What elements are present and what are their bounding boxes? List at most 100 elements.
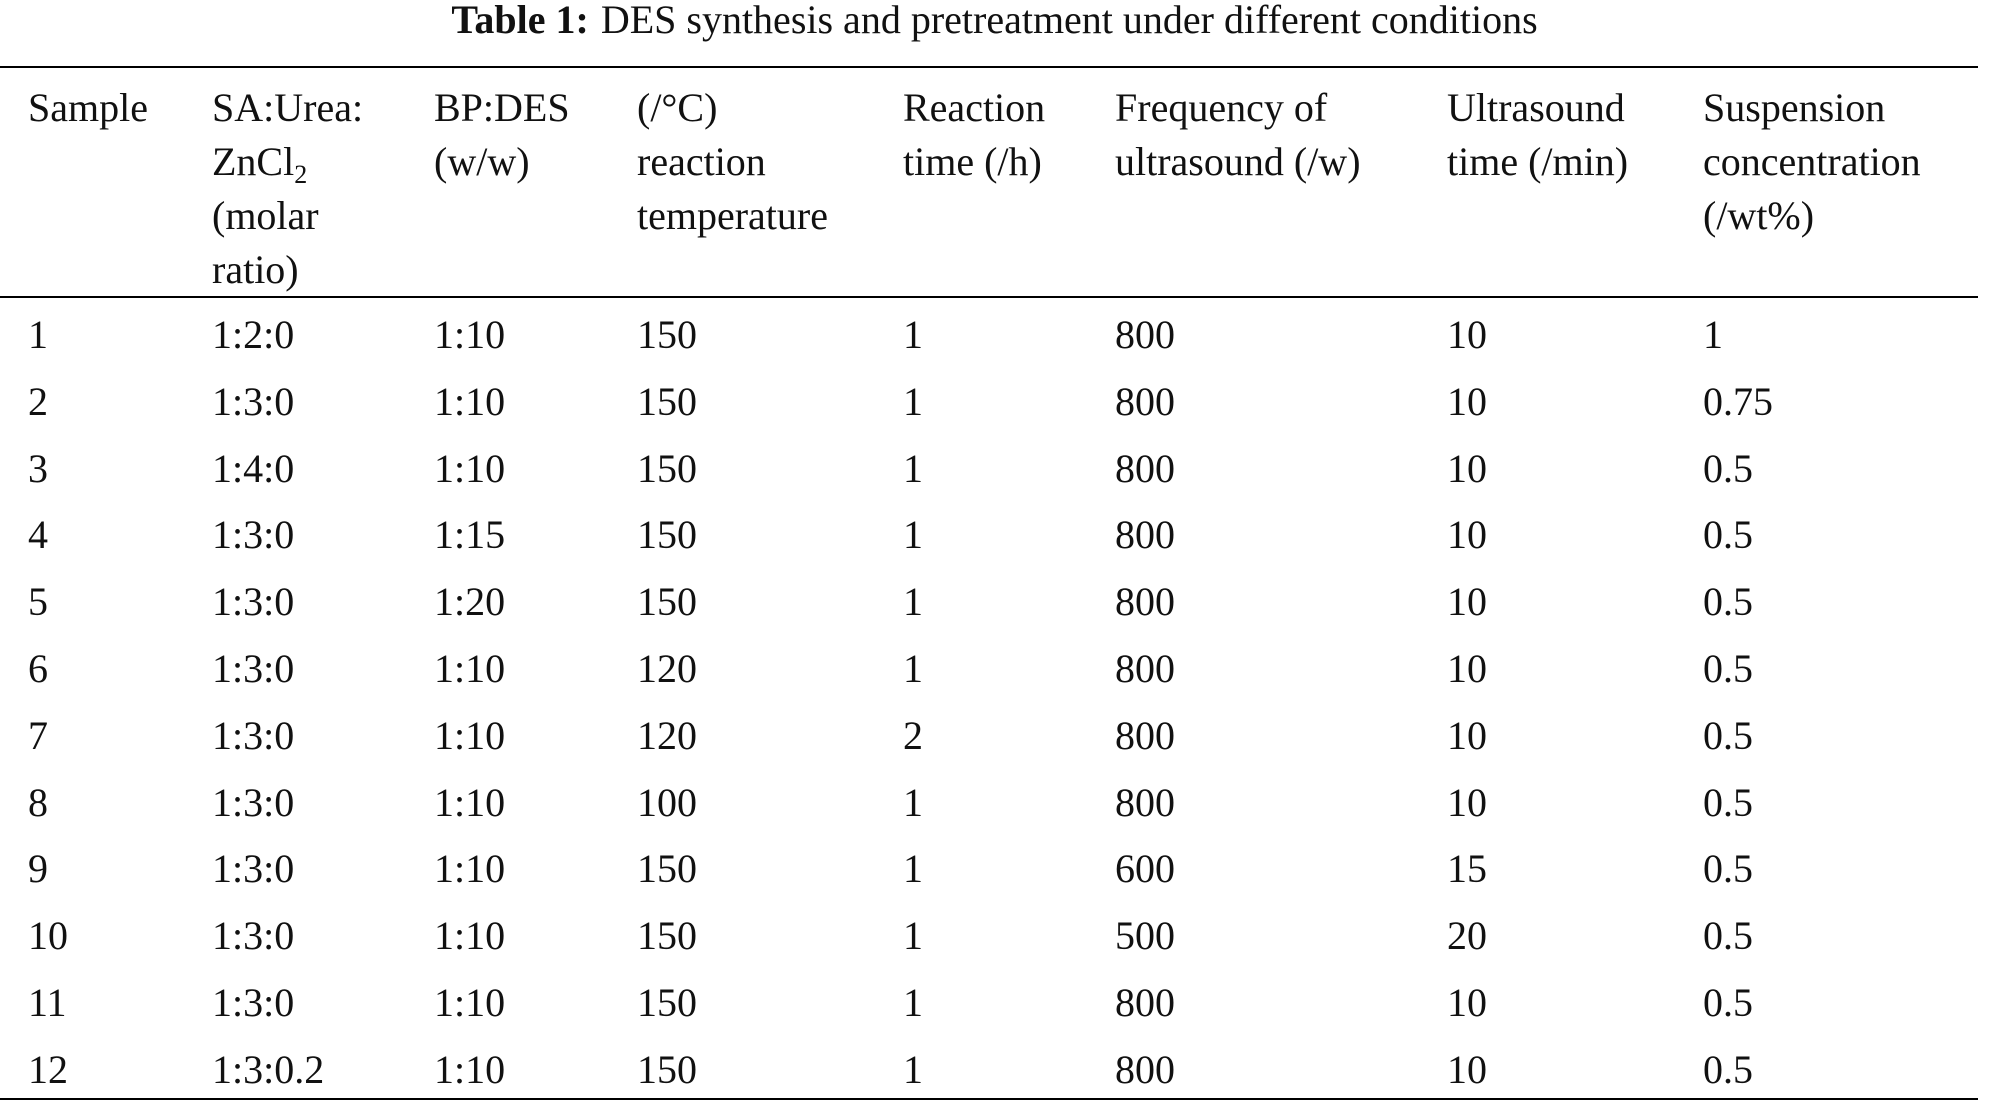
table-cell: 1 — [903, 779, 923, 825]
header-cell: (w/w) — [434, 139, 530, 184]
table-cell: 10 — [1447, 712, 1487, 758]
table-cell: 1 — [903, 980, 923, 1025]
table-cell: 8 — [28, 779, 48, 825]
bottom-rule — [0, 1098, 1978, 1100]
header-cell: Ultrasound — [1447, 85, 1625, 130]
table-cell: 1:10 — [434, 779, 506, 825]
table-cell: 1:10 — [434, 980, 506, 1025]
table-caption: Table 1: DES synthesis and pretreatment u… — [0, 0, 1989, 40]
table-cell: 1:3:0 — [212, 579, 295, 625]
table-cell: 150 — [637, 913, 697, 959]
table-cell: 10 — [1447, 980, 1487, 1025]
table-cell: 1:10 — [434, 846, 506, 892]
table-cell: 5 — [28, 579, 48, 625]
table-cell: 15 — [1447, 846, 1487, 892]
table-cell: 20 — [1447, 913, 1487, 959]
table-cell: 150 — [637, 846, 697, 892]
table-cell: 500 — [1115, 913, 1175, 959]
table-cell: 1:3:0 — [212, 846, 295, 892]
table-cell: 10 — [1447, 312, 1487, 357]
table-cell: 1:10 — [434, 1046, 506, 1092]
table-cell: 0.75 — [1703, 378, 1773, 424]
table-cell: 120 — [637, 712, 697, 758]
table-cell: 1:20 — [434, 579, 506, 625]
header-cell: (molar — [212, 193, 319, 238]
table-cell: 4 — [28, 512, 48, 558]
table-cell: 0.5 — [1703, 1046, 1753, 1092]
header-cell: time (/h) — [903, 139, 1042, 184]
table-cell: 1:3:0.2 — [212, 1046, 325, 1092]
table-cell: 1 — [1703, 312, 1723, 357]
header-cell: ratio) — [212, 247, 299, 292]
table-cell: 1:3:0 — [212, 913, 295, 959]
table-cell: 150 — [637, 1046, 697, 1092]
table-cell: 3 — [28, 445, 48, 491]
table-cell: 150 — [637, 579, 697, 625]
table-cell: 1 — [903, 846, 923, 892]
header-cell: Frequency of — [1115, 85, 1328, 130]
table-cell: 1 — [903, 312, 923, 357]
header-cell: temperature — [637, 193, 828, 238]
table-cell: 10 — [1447, 1046, 1487, 1092]
caption-text: DES synthesis and pretreatment under dif… — [600, 0, 1538, 42]
header-cell: ultrasound (/w) — [1115, 139, 1361, 184]
table-cell: 1 — [903, 378, 923, 424]
table-cell: 150 — [637, 980, 697, 1025]
header-cell: (/°C) — [637, 85, 718, 130]
table-cell: 1 — [903, 579, 923, 625]
table-cell: 10 — [1447, 646, 1487, 691]
table-cell: 1:2:0 — [212, 312, 295, 357]
table-cell: 800 — [1115, 1046, 1175, 1092]
table-cell: 800 — [1115, 312, 1175, 357]
table-cell: 800 — [1115, 579, 1175, 625]
table-cell: 10 — [1447, 779, 1487, 825]
table-cell: 800 — [1115, 712, 1175, 758]
table-cell: 0.5 — [1703, 646, 1753, 691]
table-cell: 1:3:0 — [212, 980, 295, 1025]
table-cell: 1 — [903, 913, 923, 959]
table-cell: 1:4:0 — [212, 445, 295, 491]
header-cell: time (/min) — [1447, 139, 1629, 184]
table-cell: 9 — [28, 846, 48, 892]
table-cell: 100 — [637, 779, 697, 825]
table-cell: 1:10 — [434, 712, 506, 758]
table-cell: 0.5 — [1703, 512, 1753, 558]
table-cell: 0.5 — [1703, 579, 1753, 625]
table-cell: 150 — [637, 445, 697, 491]
table-cell: 0.5 — [1703, 712, 1753, 758]
table-cell: 800 — [1115, 378, 1175, 424]
table-cell: 2 — [903, 712, 923, 758]
table-cell: 1:3:0 — [212, 378, 295, 424]
table-cell: 7 — [28, 712, 48, 758]
table-cell: 1:10 — [434, 913, 506, 959]
table-cell: 1:3:0 — [212, 779, 295, 825]
table-cell: 150 — [637, 512, 697, 558]
header-cell: BP:DES — [434, 85, 570, 130]
header-cell: Sample — [28, 85, 148, 130]
table-cell: 0.5 — [1703, 913, 1753, 959]
table-cell: 150 — [637, 378, 697, 424]
top-rule — [0, 66, 1978, 68]
header-text: ZnCl — [212, 139, 295, 184]
table-cell: 10 — [1447, 445, 1487, 491]
header-cell: Reaction — [903, 85, 1046, 130]
table-cell: 0.5 — [1703, 980, 1753, 1025]
table-cell: 1 — [28, 312, 48, 357]
header-cell: SA:Urea: — [212, 85, 364, 130]
table-cell: 800 — [1115, 445, 1175, 491]
table-cell: 800 — [1115, 512, 1175, 558]
table-cell: 150 — [637, 312, 697, 357]
table-cell: 12 — [28, 1046, 68, 1092]
header-subscript: 2 — [294, 160, 308, 189]
header-cell: reaction — [637, 139, 766, 184]
table-cell: 1:3:0 — [212, 512, 295, 558]
table-cell: 800 — [1115, 646, 1175, 691]
table-cell: 10 — [28, 913, 68, 959]
table-cell: 1 — [903, 646, 923, 691]
table-cell: 2 — [28, 378, 48, 424]
table-cell: 0.5 — [1703, 846, 1753, 892]
table-cell: 0.5 — [1703, 445, 1753, 491]
table-cell: 800 — [1115, 980, 1175, 1025]
table-cell: 120 — [637, 646, 697, 691]
